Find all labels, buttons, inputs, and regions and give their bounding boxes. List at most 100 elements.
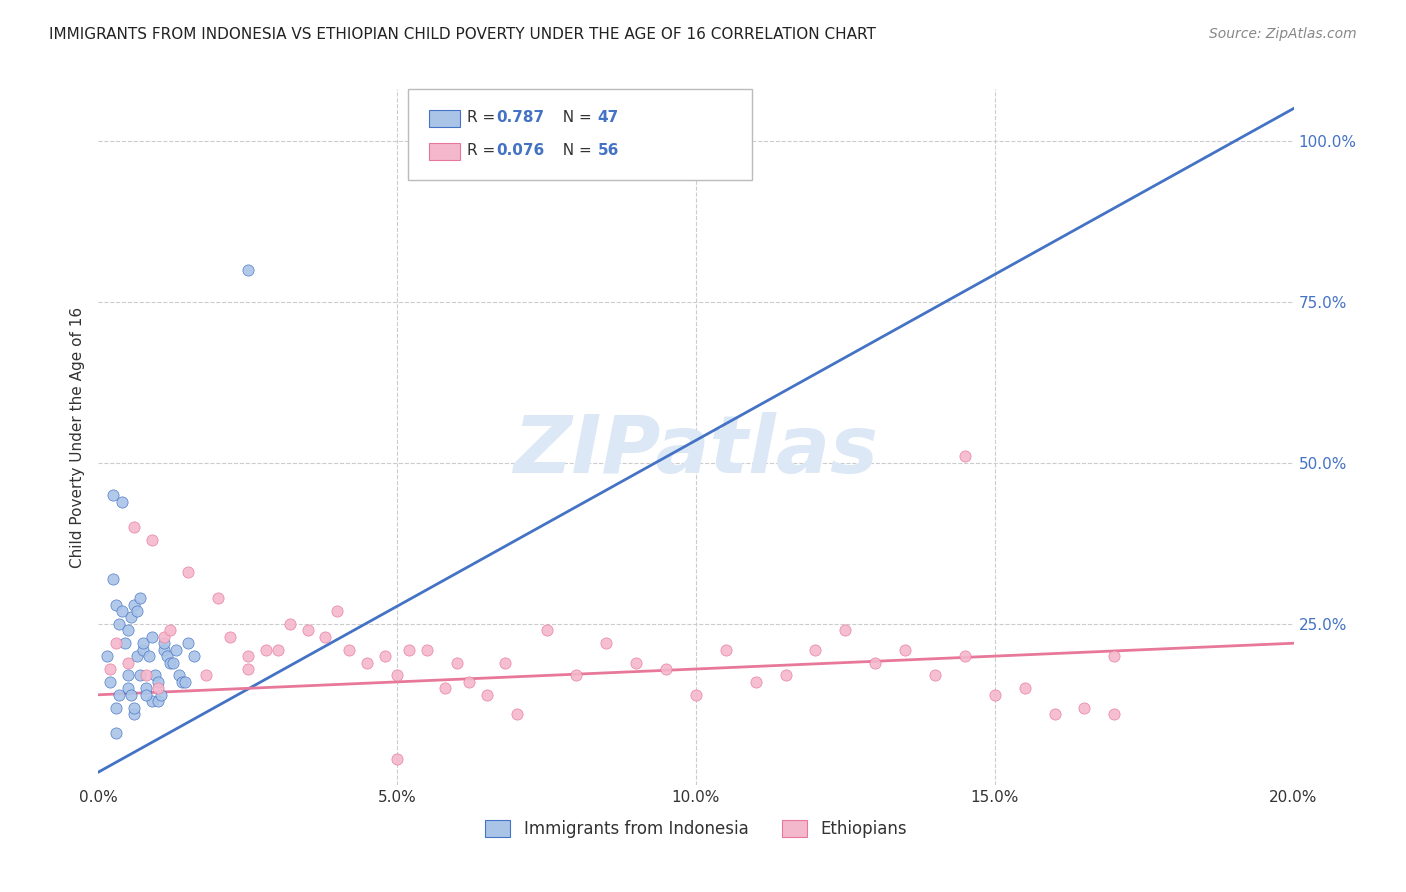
Text: 56: 56 [598,144,619,158]
Point [775,668,797,682]
Point [129,668,152,682]
Point [398,642,420,657]
Point [150,688,173,702]
Point [105,636,128,650]
Point [103,488,125,502]
Point [374,649,396,664]
Point [267,642,290,657]
Text: IMMIGRANTS FROM INDONESIA VS ETHIOPIAN CHILD POVERTY UNDER THE AGE OF 16 CORRELA: IMMIGRANTS FROM INDONESIA VS ETHIOPIAN C… [49,27,876,42]
Point [132,636,155,650]
Point [127,604,149,618]
Point [105,598,128,612]
Point [153,642,176,657]
Point [1014,681,1036,696]
Point [141,533,163,548]
Point [174,674,197,689]
Point [834,624,856,638]
Point [159,656,181,670]
Point [865,656,887,670]
Text: ZIPatlas: ZIPatlas [513,412,879,490]
Point [177,566,200,580]
Text: R =: R = [467,111,501,125]
Point [434,681,457,696]
Point [1104,707,1126,722]
Point [953,649,976,664]
Point [278,616,301,631]
Point [506,707,529,722]
Point [1104,649,1126,664]
Point [385,752,409,766]
Point [129,591,152,606]
Point [165,642,187,657]
Point [984,688,1007,702]
Point [315,630,337,644]
Text: 0.787: 0.787 [496,111,544,125]
Point [143,668,166,682]
Point [207,591,229,606]
Point [183,649,205,664]
Point [804,642,827,657]
Point [626,656,648,670]
Point [111,604,134,618]
Point [494,656,516,670]
Point [475,688,498,702]
Point [111,494,134,508]
Point [156,649,179,664]
Legend: Immigrants from Indonesia, Ethiopians: Immigrants from Indonesia, Ethiopians [477,812,915,847]
Point [108,688,131,702]
Point [236,262,259,277]
Point [135,688,157,702]
Point [124,700,146,714]
Point [714,642,737,657]
Point [953,450,976,464]
Point [117,668,139,682]
Text: 47: 47 [598,111,619,125]
Point [1043,707,1066,722]
Point [595,636,617,650]
Point [103,572,125,586]
Point [135,681,157,696]
Point [138,649,160,664]
Point [148,681,170,696]
Point [339,642,361,657]
Point [655,662,678,676]
Point [236,649,259,664]
Point [297,624,319,638]
Point [117,681,139,696]
Point [153,630,176,644]
Point [565,668,588,682]
Y-axis label: Child Poverty Under the Age of 16: Child Poverty Under the Age of 16 [69,307,84,567]
Text: Source: ZipAtlas.com: Source: ZipAtlas.com [1209,27,1357,41]
Point [148,694,170,708]
Point [685,688,707,702]
Point [416,642,439,657]
Point [153,636,176,650]
Point [172,674,194,689]
Point [96,649,118,664]
Point [132,642,155,657]
Text: N =: N = [553,111,596,125]
Point [254,642,277,657]
Point [120,688,142,702]
Point [105,700,128,714]
Point [446,656,468,670]
Point [177,636,200,650]
Text: 0.076: 0.076 [496,144,544,158]
Point [167,668,190,682]
Point [894,642,917,657]
Point [236,662,259,676]
Point [458,674,481,689]
Point [536,624,558,638]
Point [117,656,139,670]
Point [124,520,146,534]
Point [924,668,946,682]
Point [141,694,163,708]
Point [195,668,218,682]
Point [135,668,157,682]
Point [1073,700,1095,714]
Point [356,656,378,670]
Point [108,616,131,631]
Point [159,624,181,638]
Point [148,674,170,689]
Point [98,674,122,689]
